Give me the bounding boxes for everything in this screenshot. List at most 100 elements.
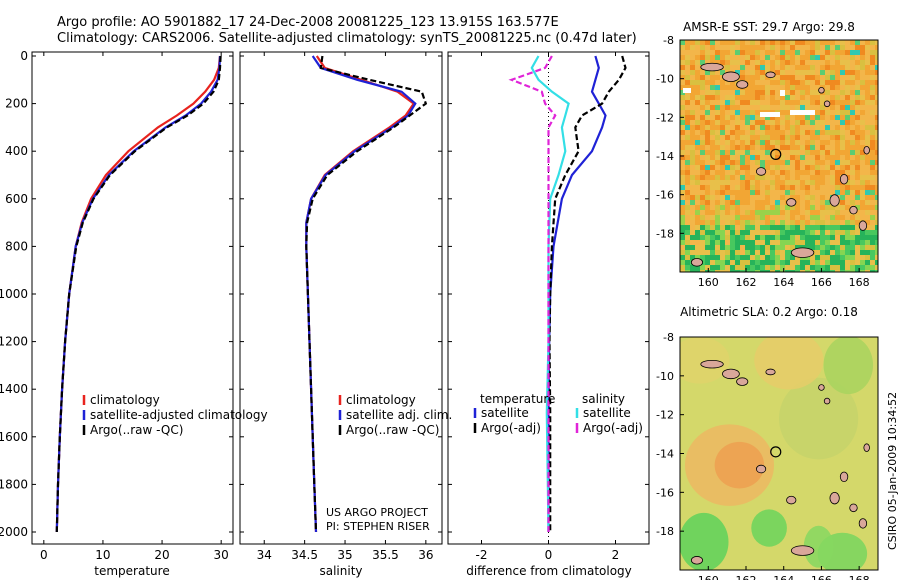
depth-tick-label: 1800 — [0, 477, 28, 491]
island-shape — [858, 220, 868, 231]
depth-tick-label: 800 — [5, 239, 28, 253]
legend-header-temperature: temperature — [480, 392, 555, 406]
lat-tick-label: -16 — [656, 486, 674, 499]
x-tick-label: 0 — [40, 548, 48, 562]
lon-tick-label: 160 — [698, 574, 719, 580]
lon-tick-label: 168 — [849, 574, 870, 580]
depth-tick-label: 1600 — [0, 430, 28, 444]
lat-tick-label: -10 — [656, 73, 674, 86]
legend-entry: satellite-adjusted climatology — [90, 408, 268, 422]
x-tick-label: 34.5 — [291, 548, 318, 562]
island-shape — [839, 173, 849, 185]
legend-entry: Argo(-adj) — [481, 421, 541, 435]
sla-map-title: Altimetric SLA: 0.2 Argo: 0.18 — [680, 305, 858, 319]
legend-entry: satellite adj. clim. — [346, 408, 452, 422]
island-shape — [722, 368, 740, 380]
island-shape — [765, 71, 776, 79]
legend-entry: climatology — [346, 393, 416, 407]
legend-entry: Argo(..raw -QC) — [346, 423, 439, 437]
difference-panel: -2 0 2 difference from climatology tempera… — [447, 51, 650, 578]
x-tick-label: 0 — [545, 548, 553, 562]
sst-map-title: AMSR-E SST: 29.7 Argo: 29.8 — [683, 20, 855, 34]
x-tick-label: 36 — [418, 548, 433, 562]
island-shape — [755, 464, 767, 474]
legend-entry: Argo(..raw -QC) — [90, 423, 183, 437]
lat-tick-label: -18 — [656, 227, 674, 240]
depth-tick-label: 1200 — [0, 335, 28, 349]
pi-annotation: PI: STEPHEN RISER — [326, 520, 430, 533]
island-shape — [690, 258, 704, 267]
lat-tick-label: -14 — [656, 448, 674, 461]
x-tick-label: 2 — [612, 548, 620, 562]
salinity-xlabel: salinity — [319, 564, 362, 578]
series-line-climatology — [55, 55, 222, 533]
lat-tick-label: -12 — [656, 111, 674, 124]
island-shape — [863, 145, 870, 155]
x-tick-label: -2 — [476, 548, 488, 562]
csiro-timestamp: CSIRO 05-Jan-2009 10:34:52 — [886, 392, 899, 550]
island-shape — [829, 491, 840, 505]
depth-tick-label: 2000 — [0, 525, 28, 539]
lat-tick-label: -16 — [656, 189, 674, 202]
island-shape — [700, 62, 724, 72]
island-shape — [700, 359, 724, 369]
lat-tick-label: -14 — [656, 150, 674, 163]
x-tick-label: 10 — [95, 548, 110, 562]
series-line-argo-raw-qc — [55, 55, 222, 533]
lon-tick-label: 164 — [773, 276, 794, 289]
island-shape — [736, 80, 749, 89]
island-shape — [790, 545, 815, 556]
depth-tick-label: 0 — [20, 49, 28, 63]
island-shape — [829, 194, 840, 207]
header-line-1: Argo profile: AO 5901882_17 24-Dec-2008 … — [57, 15, 559, 30]
sla-map-panel: Altimetric SLA: 0.2 Argo: 0.18 160 162 164… — [656, 305, 879, 580]
island-shape — [786, 495, 797, 505]
island-shape — [790, 247, 815, 258]
x-tick-label: 35.5 — [372, 548, 399, 562]
island-shape — [863, 443, 870, 452]
lat-tick-label: -10 — [656, 370, 674, 383]
lon-tick-label: 168 — [849, 276, 870, 289]
lat-tick-label: -12 — [656, 409, 674, 422]
island-shape — [818, 86, 825, 94]
x-tick-label: 20 — [154, 548, 169, 562]
lon-tick-label: 166 — [811, 574, 832, 580]
island-shape — [765, 368, 776, 376]
island-shape — [736, 377, 749, 386]
sst-map-panel: AMSR-E SST: 29.7 Argo: 29.8 160 162 164 166… — [656, 20, 879, 289]
lon-tick-label: 162 — [736, 574, 757, 580]
argo-location-marker — [770, 148, 782, 160]
island-shape — [818, 384, 825, 391]
legend-header-salinity: salinity — [582, 392, 625, 406]
series-line-satellite-adjusted-climatology — [55, 55, 222, 533]
x-tick-label: 34 — [257, 548, 272, 562]
depth-tick-label: 200 — [5, 97, 28, 111]
lon-tick-label: 166 — [811, 276, 832, 289]
x-tick-label: 30 — [214, 548, 229, 562]
island-shape — [823, 397, 831, 405]
series-line-temperature-satellite — [547, 55, 607, 532]
series-line-salinity-satellite — [530, 55, 570, 533]
argo-location-marker — [770, 446, 782, 458]
legend-entry: satellite — [583, 406, 631, 420]
legend-entry: satellite — [481, 406, 529, 420]
temperature-xlabel: temperature — [94, 564, 169, 578]
lon-tick-label: 160 — [698, 276, 719, 289]
island-shape — [849, 503, 858, 513]
series-line-climatology — [305, 55, 416, 533]
header-line-2: Climatology: CARS2006. Satellite-adjuste… — [57, 31, 637, 46]
series-line-satellite-adj-clim — [305, 55, 417, 533]
island-shape — [786, 198, 797, 207]
depth-tick-label: 600 — [5, 192, 28, 206]
depth-tick-label: 1400 — [0, 382, 28, 396]
island-shape — [839, 471, 849, 483]
lat-tick-label: -18 — [656, 525, 674, 538]
depth-tick-label: 1000 — [0, 287, 28, 301]
legend-entry: climatology — [90, 393, 160, 407]
temperature-panel: 0 200 400 600 800 1000 1200 1400 1600 1800 2000 0 10… — [0, 49, 268, 578]
lat-tick-label: -8 — [663, 34, 674, 47]
lon-tick-label: 162 — [736, 276, 757, 289]
x-tick-label: 35 — [337, 548, 352, 562]
island-shape — [722, 71, 740, 82]
